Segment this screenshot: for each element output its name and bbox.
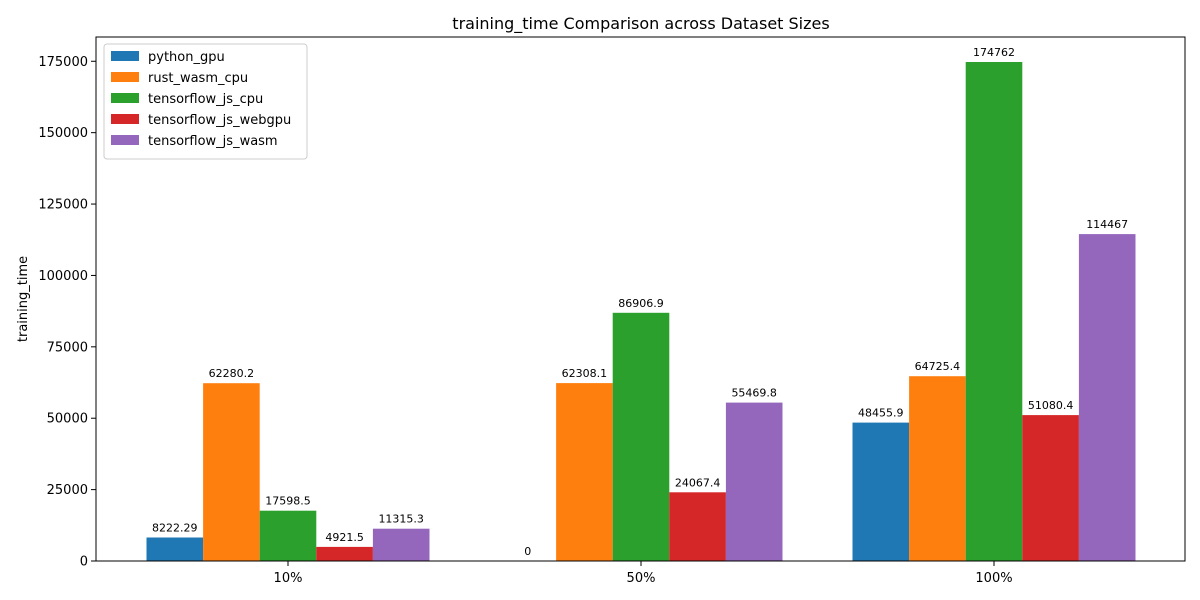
bar-labels-group: 8222.29 0 48455.9 62280.2 62308.1 64725.4 1759… (152, 46, 1128, 558)
legend-swatch-python_gpu (111, 51, 139, 61)
legend-label-tensorflow_js_webgpu: tensorflow_js_webgpu (148, 113, 291, 128)
legend-swatch-tensorflow_js_cpu (111, 93, 139, 103)
bar-value-label: 62308.1 (562, 367, 608, 380)
bar-value-label: 64725.4 (915, 360, 961, 373)
legend: python_gpu rust_wasm_cpu tensorflow_js_cpu… (103, 43, 308, 160)
y-tick-label: 50000 (47, 412, 88, 427)
y-tick-label: 175000 (38, 55, 88, 70)
y-tick-label: 100000 (38, 269, 88, 284)
bar-tensorflow_js_wasm-100% (1078, 234, 1136, 561)
bar-rust_wasm_cpu-10% (203, 383, 260, 561)
bar-value-label: 86906.9 (618, 297, 664, 310)
legend-swatch-rust_wasm_cpu (111, 72, 139, 82)
bar-tensorflow_js_webgpu-50% (669, 492, 726, 561)
x-tick-label: 100% (975, 571, 1012, 586)
bar-rust_wasm_cpu-50% (556, 383, 613, 561)
bar-python_gpu-10% (146, 537, 204, 561)
bar-tensorflow_js_cpu-10% (259, 510, 317, 561)
x-tick-label: 50% (627, 571, 656, 586)
legend-swatch-tensorflow_js_webgpu (111, 114, 139, 124)
chart-title: training_time Comparison across Dataset … (452, 14, 829, 34)
bars-group (146, 62, 1136, 561)
y-tick-label: 0 (80, 555, 88, 570)
bar-value-label: 4921.5 (325, 531, 364, 544)
bar-tensorflow_js_cpu-50% (612, 312, 670, 561)
bar-value-label: 55469.8 (731, 387, 777, 400)
bar-tensorflow_js_cpu-100% (965, 62, 1023, 561)
bar-value-label: 48455.9 (858, 407, 904, 420)
bar-value-label: 11315.3 (378, 513, 424, 526)
bar-tensorflow_js_webgpu-10% (316, 546, 373, 561)
y-axis: 0 25000 50000 75000 100000 125000 150000 175000 (38, 55, 96, 570)
y-tick-label: 150000 (38, 126, 88, 141)
plot-frame (95, 36, 1186, 562)
bar-value-label: 8222.29 (152, 522, 198, 535)
y-tick-label: 125000 (38, 198, 88, 213)
bar-value-label: 114467 (1086, 218, 1128, 231)
bar-value-label: 174762 (973, 46, 1015, 59)
x-tick-label: 10% (274, 571, 303, 586)
legend-label-tensorflow_js_wasm: tensorflow_js_wasm (148, 134, 278, 149)
bar-rust_wasm_cpu-100% (909, 376, 966, 561)
bar-value-label: 62280.2 (209, 367, 255, 380)
bar-value-label: 0 (524, 545, 531, 558)
legend-swatch-tensorflow_js_wasm (111, 135, 139, 145)
bar-tensorflow_js_wasm-10% (372, 528, 430, 561)
bar-tensorflow_js_webgpu-100% (1022, 415, 1079, 561)
bar-value-label: 51080.4 (1028, 399, 1074, 412)
legend-label-rust_wasm_cpu: rust_wasm_cpu (148, 71, 248, 86)
legend-label-tensorflow_js_cpu: tensorflow_js_cpu (148, 92, 263, 107)
bar-tensorflow_js_wasm-50% (725, 402, 783, 561)
y-tick-label: 75000 (47, 340, 88, 355)
x-axis: 10% 50% 100% (274, 561, 1013, 586)
bar-value-label: 17598.5 (265, 495, 311, 508)
bar-python_gpu-100% (852, 422, 910, 561)
y-axis-label: training_time (16, 256, 31, 342)
legend-label-python_gpu: python_gpu (148, 50, 225, 65)
y-tick-label: 25000 (47, 483, 88, 498)
bar-value-label: 24067.4 (675, 476, 721, 489)
legend-box (103, 43, 308, 160)
